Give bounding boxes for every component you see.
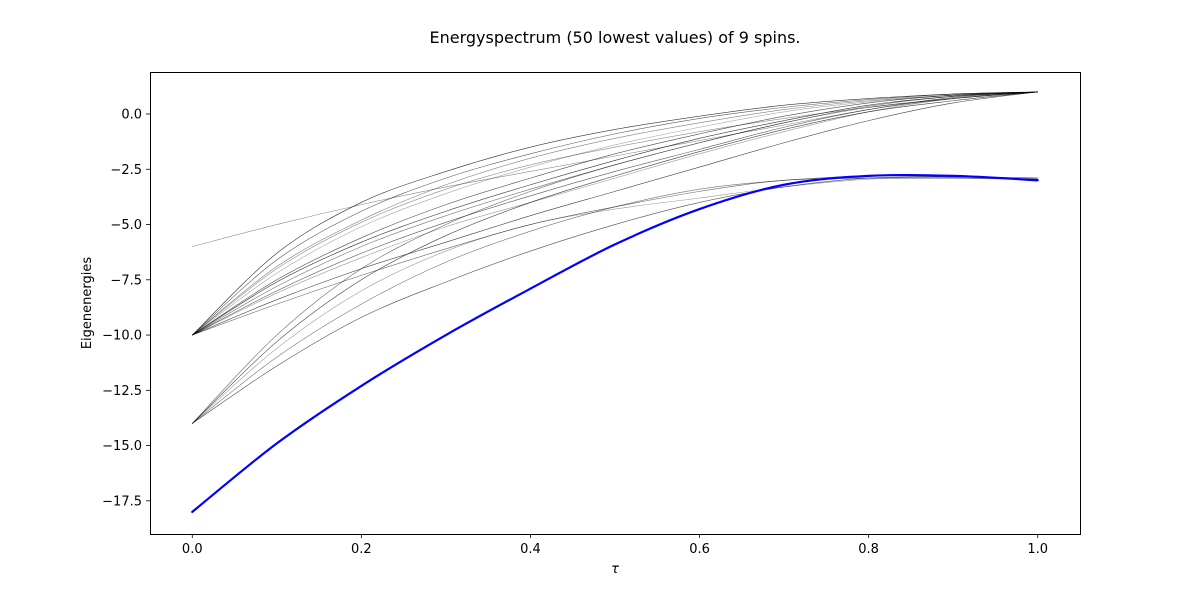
series-line-excited-state-16	[191, 91, 1039, 336]
series-line-excited-state-15	[191, 177, 1039, 336]
series-line-excited-state-8	[191, 91, 1039, 336]
y-tick-label: −12.5	[102, 384, 142, 399]
y-tick-label: −10.0	[102, 329, 142, 344]
y-tick-label: −2.5	[110, 163, 142, 178]
series-line-excited-state-11	[191, 91, 1039, 336]
series-line-excited-state-1	[191, 176, 1039, 424]
series-line-excited-state-6	[191, 91, 1039, 247]
x-tick-label: 1.0	[1027, 542, 1048, 557]
series-line-excited-state-14	[191, 91, 1039, 336]
series-line-excited-state-12	[191, 91, 1039, 336]
y-axis: 0.0 −2.5 −5.0 −7.5 −10.0 −12.5 −15.0 −17.5	[102, 108, 150, 509]
x-axis-label: τ	[611, 562, 619, 577]
x-tick-label: 0.4	[520, 542, 541, 557]
chart-title: Energyspectrum (50 lowest values) of 9 s…	[430, 28, 801, 47]
series-line-excited-state-17	[191, 91, 1039, 336]
series-line-excited-state-4	[191, 91, 1039, 424]
series-line-excited-state-7	[191, 91, 1039, 336]
series-line-ground-state	[191, 173, 1039, 513]
y-tick-label: −17.5	[102, 494, 142, 509]
series-line-excited-state-10	[191, 91, 1039, 336]
y-tick-label: −7.5	[110, 273, 142, 288]
y-tick-label: −15.0	[102, 439, 142, 454]
series-line-excited-state-18	[191, 91, 1039, 336]
series-line-excited-state-2	[191, 175, 1039, 424]
series-line-excited-state-3	[191, 177, 1039, 424]
x-tick-label: 0.8	[858, 542, 879, 557]
plot-frame	[150, 72, 1081, 535]
y-axis-label: Eigenenergies	[80, 257, 95, 350]
y-tick-label: −5.0	[110, 218, 142, 233]
x-axis: 0.0 0.2 0.4 0.6 0.8 1.0	[182, 534, 1048, 557]
x-tick-label: 0.2	[351, 542, 372, 557]
x-tick-label: 0.0	[182, 542, 203, 557]
x-tick-label: 0.6	[689, 542, 710, 557]
series-line-excited-state-13	[191, 91, 1039, 336]
series-line-excited-state-9	[191, 91, 1039, 336]
y-tick-label: 0.0	[121, 108, 142, 123]
plot-lines	[191, 91, 1039, 513]
